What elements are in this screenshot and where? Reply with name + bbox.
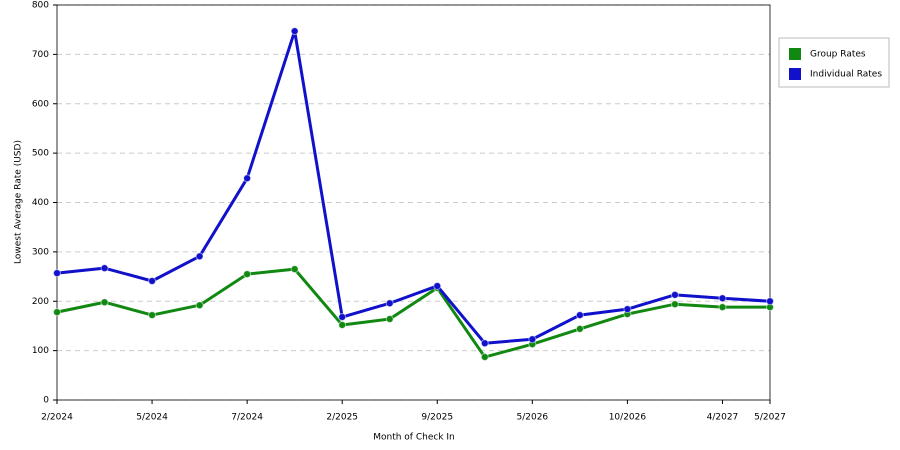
point <box>243 270 252 279</box>
x-tick-label: 9/2025 <box>421 413 453 423</box>
point <box>53 308 61 317</box>
x-tick-label: 5/2024 <box>136 413 168 423</box>
x-tick-label: 7/2024 <box>231 413 263 423</box>
point <box>100 264 109 273</box>
point <box>195 301 204 310</box>
legend-label: Group Rates <box>810 50 866 60</box>
x-tick-label: 5/2027 <box>754 413 786 423</box>
point <box>290 265 299 274</box>
y-tick-label: 700 <box>32 50 49 60</box>
y-tick-label: 300 <box>32 247 49 257</box>
point <box>148 311 157 320</box>
point <box>195 252 204 261</box>
series-line <box>56 29 771 345</box>
point <box>480 353 489 362</box>
point <box>338 313 347 322</box>
point <box>766 297 774 306</box>
y-tick-label: 200 <box>32 297 49 307</box>
point <box>148 277 157 286</box>
point <box>100 298 109 307</box>
y-tick-label: 400 <box>32 198 49 208</box>
x-tick-label: 10/2026 <box>609 413 647 423</box>
x-tick-label: 2/2025 <box>326 413 358 423</box>
x-tick-label: 4/2027 <box>707 413 739 423</box>
point <box>338 320 347 329</box>
x-tick-label: 5/2026 <box>516 413 548 423</box>
point <box>575 311 584 320</box>
point <box>385 299 394 308</box>
point <box>290 27 299 36</box>
point <box>718 294 727 303</box>
point <box>528 335 537 344</box>
x-axis-title: Month of Check In <box>373 433 455 443</box>
y-axis-title: Lowest Average Rate (USD) <box>14 140 24 264</box>
point <box>243 174 252 183</box>
y-tick-label: 600 <box>32 99 49 109</box>
plot-frame <box>56 4 771 401</box>
point <box>575 324 584 333</box>
legend-label: Individual Rates <box>810 70 882 80</box>
point <box>718 303 727 312</box>
point <box>623 305 632 314</box>
point <box>53 269 61 278</box>
point <box>385 315 394 324</box>
point <box>433 281 442 290</box>
point <box>480 339 489 348</box>
y-tick-label: 800 <box>32 1 49 11</box>
x-tick-label: 2/2024 <box>41 413 73 423</box>
legend-swatch <box>789 68 801 80</box>
point <box>670 300 679 309</box>
y-tick-label: 0 <box>43 396 49 406</box>
point <box>670 290 679 299</box>
y-tick-label: 500 <box>32 149 49 159</box>
series-line <box>56 267 770 359</box>
y-tick-label: 100 <box>32 346 49 356</box>
legend-swatch <box>789 48 801 60</box>
